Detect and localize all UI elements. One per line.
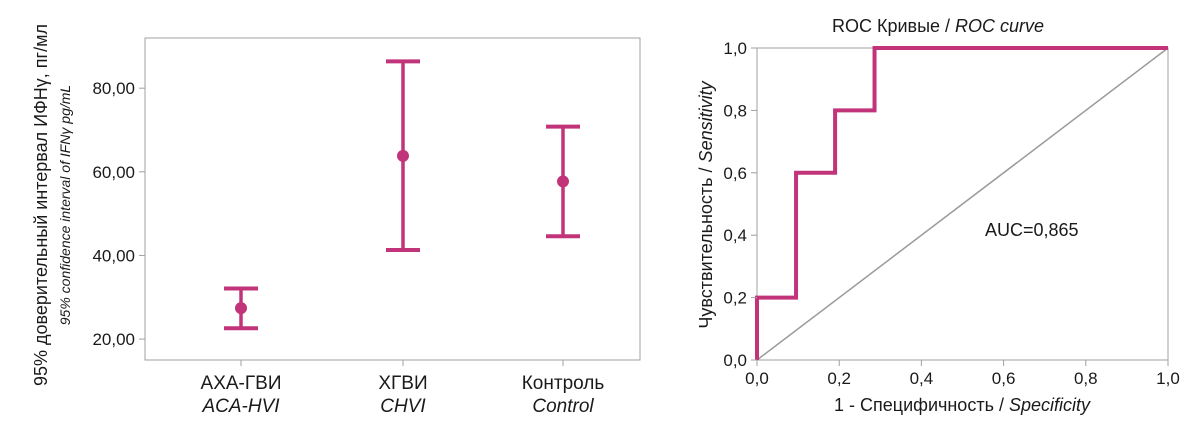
roc-x-tick-label: 1,0 (1156, 369, 1180, 388)
category-label-ru: АХА-ГВИ (201, 373, 282, 394)
left-y-axis-label-en: 95% confidence interval of IFNγ pg/mL (57, 85, 73, 325)
roc-curve (755, 46, 1168, 360)
roc-y-tick-label: 0,6 (723, 164, 747, 183)
left-y-tick-label: 40,00 (92, 246, 135, 265)
roc-y-axis-label: Чувствительность / Sensitivity (696, 80, 716, 328)
error-bar-mean-point (557, 175, 569, 188)
left-y-tick-label: 60,00 (92, 163, 135, 182)
category-label-en: Control (532, 396, 594, 417)
roc-y-tick-label: 0,8 (723, 101, 747, 120)
roc-auc-annotation: AUC=0,865 (985, 220, 1079, 240)
error-bar (224, 286, 258, 331)
category-label-en: ACA-HVI (201, 396, 280, 417)
roc-y-tick-label: 0,4 (723, 226, 747, 245)
roc-x-tick-label: 0,4 (910, 369, 934, 388)
error-bar (386, 59, 420, 253)
left-y-axis-ticks: 20,00 40,00 60,00 80,00 (92, 79, 145, 349)
roc-x-tick-label: 0,2 (827, 369, 851, 388)
roc-chart: ROC Кривые / ROC curve 0,0 0,2 0,4 0,6 0,8 1,… (696, 16, 1180, 415)
error-bar-mean-point (397, 149, 409, 162)
category-label-ru: ХГВИ (378, 373, 427, 394)
roc-x-tick-label: 0,0 (745, 369, 769, 388)
roc-y-tick-label: 0,0 (723, 351, 747, 370)
roc-x-tick-label: 0,6 (992, 369, 1016, 388)
roc-x-tick-label: 0,8 (1074, 369, 1098, 388)
error-bar-mean-point (235, 302, 247, 315)
roc-y-axis-ticks: 0,0 0,2 0,4 0,6 0,8 1,0 (723, 39, 757, 370)
roc-y-tick-label: 1,0 (723, 39, 747, 58)
error-bar (546, 124, 580, 239)
category-label-en: CHVI (380, 396, 426, 417)
error-bars (224, 59, 580, 331)
left-y-tick-label: 20,00 (92, 330, 135, 349)
left-y-axis-label-ru: 95% доверительный интервал ИФНγ, пг/мл (31, 24, 51, 386)
roc-x-axis-ticks: 0,0 0,2 0,4 0,6 0,8 1,0 (745, 360, 1180, 388)
category-label-ru: Контроль (522, 373, 605, 394)
roc-x-axis-label: 1 - Специфичность / Specificity (834, 395, 1091, 415)
roc-title: ROC Кривые / ROC curve (832, 16, 1044, 36)
roc-reference-diagonal (756, 47, 1169, 361)
left-plot-frame (144, 37, 641, 361)
left-y-tick-label: 80,00 (92, 79, 135, 98)
roc-y-tick-label: 0,2 (723, 289, 747, 308)
